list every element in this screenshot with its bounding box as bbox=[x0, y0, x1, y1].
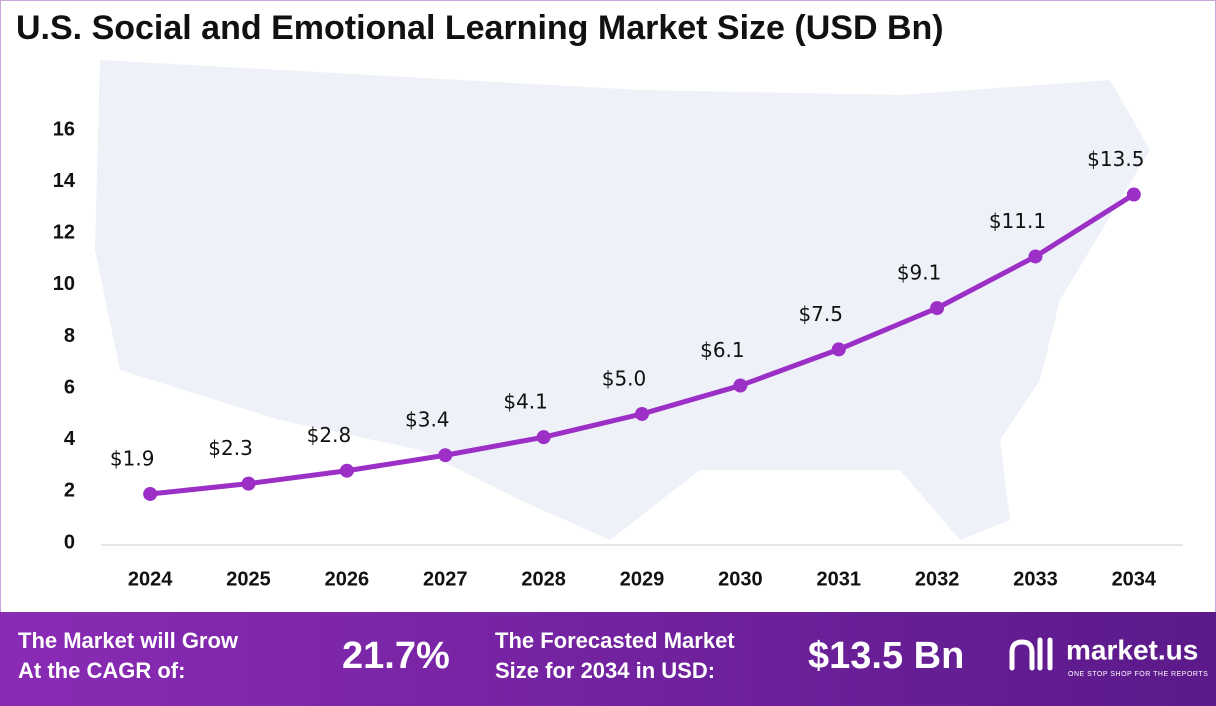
cagr-label: The Market will Grow At the CAGR of: bbox=[18, 628, 239, 683]
x-tick-label: 2026 bbox=[325, 568, 370, 590]
x-tick-label: 2030 bbox=[718, 568, 763, 590]
value-label: $4.1 bbox=[503, 390, 548, 414]
chart-title: U.S. Social and Emotional Learning Marke… bbox=[16, 9, 944, 47]
x-tick-label: 2033 bbox=[1013, 568, 1058, 590]
brand-tagline: ONE STOP SHOP FOR THE REPORTS bbox=[1068, 671, 1208, 678]
value-label: $1.9 bbox=[110, 446, 155, 470]
point bbox=[831, 342, 846, 357]
brand-logo bbox=[1009, 637, 1053, 671]
x-tick-label: 2025 bbox=[226, 568, 271, 590]
cagr-label-line: The Market will Grow bbox=[18, 628, 239, 653]
map-background bbox=[95, 60, 1150, 540]
y-tick-label: 14 bbox=[53, 170, 76, 192]
value-label: $13.5 bbox=[1087, 147, 1144, 171]
y-tick-label: 6 bbox=[64, 376, 75, 398]
point bbox=[1028, 249, 1043, 264]
x-tick-label: 2032 bbox=[915, 568, 960, 590]
value-label: $2.8 bbox=[307, 423, 352, 447]
point bbox=[930, 301, 945, 316]
value-label: $5.0 bbox=[602, 366, 647, 390]
point bbox=[1126, 187, 1141, 202]
value-label: $11.1 bbox=[989, 209, 1046, 233]
x-tick-label: 2029 bbox=[620, 568, 665, 590]
x-tick-label: 2034 bbox=[1112, 568, 1157, 590]
point bbox=[733, 378, 748, 393]
forecast-label-line: Size for 2034 in USD: bbox=[495, 658, 715, 683]
x-tick-label: 2031 bbox=[816, 568, 861, 590]
value-label: $3.4 bbox=[405, 408, 450, 432]
value-label: $9.1 bbox=[897, 261, 942, 285]
point bbox=[241, 476, 256, 491]
forecast-label: The Forecasted Market Size for 2034 in US… bbox=[495, 628, 735, 683]
y-tick-label: 8 bbox=[64, 325, 75, 347]
x-tick-label: 2027 bbox=[423, 568, 468, 590]
forecast-label-line: The Forecasted Market bbox=[495, 628, 735, 653]
x-tick-label: 2028 bbox=[521, 568, 566, 590]
y-tick-label: 10 bbox=[53, 273, 75, 295]
point bbox=[143, 486, 158, 501]
point bbox=[635, 406, 649, 421]
y-tick-label: 2 bbox=[64, 480, 75, 502]
y-tick-label: 4 bbox=[64, 428, 76, 450]
forecast-value: $13.5 Bn bbox=[808, 635, 964, 677]
value-label: $7.5 bbox=[798, 302, 843, 326]
x-tick-label: 2024 bbox=[128, 568, 173, 590]
y-tick-label: 12 bbox=[53, 222, 75, 244]
point bbox=[438, 448, 453, 463]
point bbox=[536, 430, 551, 445]
value-label: $6.1 bbox=[700, 338, 745, 362]
cagr-value: 21.7% bbox=[342, 635, 450, 677]
y-tick-label: 16 bbox=[53, 118, 75, 140]
cagr-label-line: At the CAGR of: bbox=[18, 658, 185, 683]
brand-name: market.us bbox=[1066, 634, 1198, 665]
point bbox=[339, 463, 354, 478]
value-label: $2.3 bbox=[208, 436, 253, 460]
y-tick-label: 0 bbox=[64, 531, 75, 553]
